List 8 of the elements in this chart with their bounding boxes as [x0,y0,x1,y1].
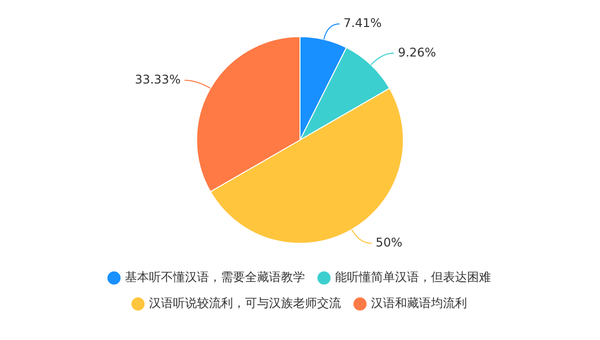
data-label: 33.33% [134,72,181,86]
legend-label: 基本听不懂汉语，需要全藏语教学 [125,270,305,284]
legend-label: 能听懂简单汉语，但表达困难 [335,270,491,284]
data-label: 50% [376,236,402,250]
legend-label: 汉语听说较流利，可与汉族老师交流 [149,296,341,310]
data-label: 7.41% [344,16,382,30]
data-label: 9.26% [398,45,436,60]
legend-label: 汉语和藏语均流利 [371,296,467,310]
